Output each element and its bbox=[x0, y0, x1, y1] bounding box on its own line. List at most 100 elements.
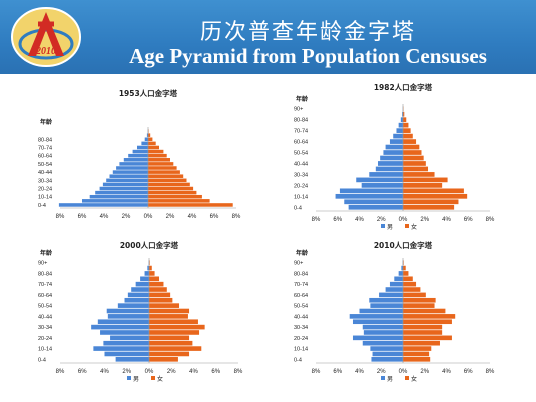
chart-1-ytick-0-4: 0-4 bbox=[294, 205, 302, 211]
chart-1-xtick-4: 0% bbox=[399, 217, 408, 223]
chart-2-bar-female-0-4 bbox=[149, 357, 178, 362]
chart-1-bar-male-65-69 bbox=[393, 133, 403, 139]
logo-year-text: 2010 bbox=[35, 46, 56, 57]
chart-0-xtick-5: 2% bbox=[166, 214, 175, 220]
chart-0-bar-male-35-39 bbox=[109, 174, 148, 178]
chart-2-bar-male-70-74 bbox=[135, 281, 149, 287]
chart-2-bar-female-75-79 bbox=[149, 276, 160, 282]
chart-3-ytick-0-4: 0-4 bbox=[294, 357, 302, 363]
chart-3-bar-male-55-59 bbox=[369, 297, 403, 303]
chart-2-bar-female-20-24 bbox=[149, 335, 190, 341]
chart-1-bar-female-50-54 bbox=[403, 150, 422, 155]
chart-2-bar-female-90+ bbox=[149, 260, 150, 265]
chart-2-bar-male-60-64 bbox=[127, 292, 149, 298]
chart-3-ytick-40-44: 40-44 bbox=[294, 314, 308, 320]
chart-0-bar-male-40-44 bbox=[112, 170, 148, 174]
chart-3-legend-female: 女 bbox=[411, 375, 417, 383]
chart-3-bar-female-35-39 bbox=[403, 319, 452, 325]
chart-0-xtick-6: 4% bbox=[188, 214, 197, 220]
chart-2-xtick-8: 8% bbox=[234, 369, 243, 375]
chart-3-title: 2010人口金字塔 bbox=[374, 240, 433, 250]
chart-2-xtick-0: 8% bbox=[56, 369, 65, 375]
chart-0-bar-female-10-14 bbox=[148, 194, 202, 199]
chart-0-bar-male-60-64 bbox=[128, 153, 148, 158]
chart-2-bar-male-55-59 bbox=[124, 297, 149, 303]
chart-3-bar-female-90+ bbox=[403, 260, 404, 265]
chart-0-bar-female-65-69 bbox=[148, 149, 164, 154]
chart-1-legend-male: 男 bbox=[387, 224, 393, 231]
chart-0-bar-female-60-64 bbox=[148, 153, 167, 158]
chart-1-bar-female-65-69 bbox=[403, 133, 413, 139]
chart-0-bar-male-80-84 bbox=[144, 137, 148, 142]
chart-1-ytick-30-34: 30-34 bbox=[294, 172, 308, 178]
chart-1-bar-male-55-59 bbox=[385, 144, 403, 150]
chart-1-bar-male-25-29 bbox=[356, 177, 403, 183]
chart-0-bar-female-75-79 bbox=[148, 141, 156, 146]
chart-2-bar-female-10-14 bbox=[149, 346, 202, 351]
chart-1-bar-female-5-9 bbox=[403, 199, 459, 205]
chart-2-bar-male-65-69 bbox=[131, 287, 149, 292]
chart-1-ytick-90+: 90+ bbox=[294, 107, 303, 113]
chart-3-bar-male-0-4 bbox=[371, 357, 403, 362]
chart-0-bar-male-15-19 bbox=[95, 190, 148, 195]
chart-3-bar-female-20-24 bbox=[403, 335, 452, 341]
chart-0-ytick-40-44: 40-44 bbox=[38, 170, 52, 176]
chart-0-bar-female-50-54 bbox=[148, 162, 174, 166]
chart-1-bar-male-30-34 bbox=[369, 172, 403, 177]
chart-3-xtick-6: 4% bbox=[442, 369, 451, 375]
chart-0-xtick-1: 6% bbox=[78, 214, 87, 220]
chart-2-ytick-60-64: 60-64 bbox=[38, 293, 52, 299]
chart-3-ytick-60-64: 60-64 bbox=[294, 293, 308, 299]
chart-0-xtick-8: 8% bbox=[232, 214, 241, 220]
chart-3-bar-female-25-29 bbox=[403, 330, 443, 335]
chart-2-bar-male-45-49 bbox=[106, 308, 149, 314]
chart-3-legend-female-swatch bbox=[405, 376, 409, 380]
chart-0-ytick-30-34: 30-34 bbox=[38, 178, 52, 184]
chart-2-xtick-4: 0% bbox=[145, 369, 154, 375]
chart-0-bar-female-35-39 bbox=[148, 174, 184, 178]
chart-1-legend-male-swatch bbox=[381, 224, 385, 228]
chart-1-bar-male-15-19 bbox=[339, 188, 403, 194]
chart-1-bar-female-30-34 bbox=[403, 172, 435, 177]
chart-1-xtick-8: 8% bbox=[486, 217, 495, 223]
chart-2-bar-male-15-19 bbox=[103, 340, 149, 346]
chart-3-bar-female-85-89 bbox=[403, 265, 406, 271]
chart-1-ytick-70-74: 70-74 bbox=[294, 129, 308, 135]
chart-2-bar-female-40-44 bbox=[149, 314, 188, 319]
chart-2-ytick-10-14: 10-14 bbox=[38, 347, 52, 353]
chart-2-bar-female-45-49 bbox=[149, 308, 190, 314]
census-logo-icon: 2010 bbox=[11, 7, 81, 67]
chart-2-bar-female-15-19 bbox=[149, 340, 193, 346]
chart-2-bar-female-5-9 bbox=[149, 351, 190, 357]
chart-2-legend-female: 女 bbox=[157, 375, 163, 383]
chart-0-bar-male-0-4 bbox=[58, 203, 148, 207]
chart-2-bar-male-5-9 bbox=[104, 351, 149, 357]
chart-1-bar-female-15-19 bbox=[403, 188, 464, 194]
chart-1-ytick-50-54: 50-54 bbox=[294, 151, 308, 157]
chart-2-xtick-7: 6% bbox=[211, 369, 220, 375]
chart-3-bar-male-10-14 bbox=[370, 346, 403, 351]
chart-3-ytick-30-34: 30-34 bbox=[294, 325, 308, 331]
chart-2-xtick-5: 2% bbox=[167, 369, 176, 375]
chart-0-bar-female-40-44 bbox=[148, 170, 180, 174]
chart-1-xtick-0: 8% bbox=[312, 217, 321, 223]
chart-1-legend-female: 女 bbox=[411, 223, 417, 231]
chart-0-xtick-3: 2% bbox=[122, 214, 131, 220]
chart-3-bar-female-10-14 bbox=[403, 346, 432, 351]
chart-2-bar-male-75-79 bbox=[140, 276, 149, 282]
chart-0-ytick-50-54: 50-54 bbox=[38, 162, 52, 168]
chart-1-bar-female-45-49 bbox=[403, 155, 424, 161]
chart-2-bar-male-25-29 bbox=[100, 330, 149, 335]
chart-3-bar-female-65-69 bbox=[403, 287, 421, 292]
chart-3-legend-male-swatch bbox=[381, 376, 385, 380]
chart-3-bar-female-45-49 bbox=[403, 308, 446, 314]
chart-0-ytick-10-14: 10-14 bbox=[38, 195, 52, 201]
chart-1-bar-female-35-39 bbox=[403, 166, 429, 172]
chart-3-bar-female-55-59 bbox=[403, 297, 436, 303]
chart-1-xtick-3: 2% bbox=[377, 217, 386, 223]
chart-1-bar-female-80-84 bbox=[403, 117, 407, 123]
chart-2-ytick-80-84: 80-84 bbox=[38, 271, 52, 277]
chart-0-xtick-0: 8% bbox=[56, 214, 65, 220]
chart-0-bar-female-55-59 bbox=[148, 158, 170, 162]
chart-3-ytick-10-14: 10-14 bbox=[294, 347, 308, 353]
